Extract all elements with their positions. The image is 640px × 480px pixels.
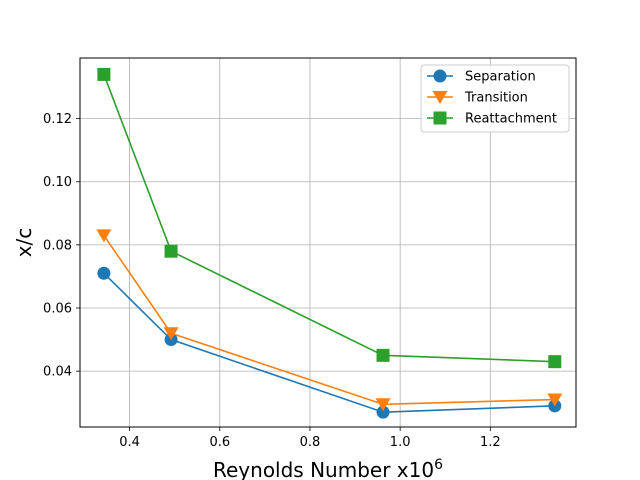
x-tick-label: 1.2 [480,435,501,450]
y-tick-label: 0.10 [43,175,72,190]
data-point-reattachment [376,348,390,362]
legend-label: Transition [464,91,528,106]
data-point-reattachment [548,355,562,369]
data-point-transition [163,327,179,341]
legend-label: Separation [465,70,536,85]
series-group [96,67,563,419]
y-tick-label: 0.06 [43,301,72,316]
legend-item-reattachment: Reattachment [427,111,557,127]
y-tick-label: 0.12 [43,112,72,127]
legend-marker-separation [433,69,447,83]
series-line-transition [103,234,555,406]
data-point-transition [547,393,563,407]
x-axis: 0.4 0.6 0.8 1.0 1.2 [119,427,501,450]
y-axis-label: x/c [12,228,36,258]
legend-item-transition: Transition [427,91,528,106]
data-point-reattachment [164,244,178,258]
legend-label: Reattachment [465,112,557,127]
series-line-reattachment [103,74,555,363]
series-reattachment [97,67,562,369]
x-tick-label: 0.4 [119,435,140,450]
data-point-transition [375,398,391,412]
plot-frame [79,57,577,428]
y-tick-label: 0.04 [43,365,72,380]
x-tick-label: 0.8 [300,435,321,450]
data-point-reattachment [97,67,111,81]
x-tick-label: 0.6 [209,435,230,450]
x-axis-label: Reynolds Number x106 [213,457,443,480]
legend: Separation Transition Reattachment [420,64,570,133]
x-axis-label-superscript: 6 [434,457,443,473]
series-separation [97,266,562,419]
legend-marker-reattachment [433,111,447,125]
legend-item-separation: Separation [427,69,536,85]
series-transition [96,229,563,412]
data-point-separation [97,266,111,280]
legend-box [420,64,570,133]
legend-marker-transition [432,91,448,104]
y-tick-label: 0.08 [43,238,72,253]
y-axis: 0.04 0.06 0.08 0.10 0.12 [43,112,80,380]
data-point-separation [376,405,390,419]
series-line-separation [103,272,555,413]
x-tick-label: 1.0 [390,435,411,450]
data-point-transition [96,229,112,243]
